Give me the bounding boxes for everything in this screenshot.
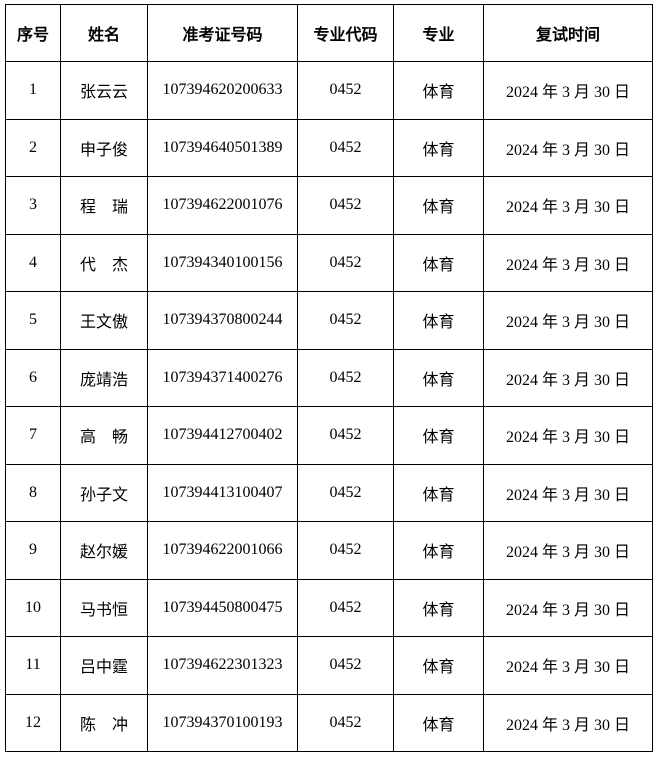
cell-col-exam-id: 107394450800475 — [147, 578, 298, 637]
cell-col-exam-id: 107394370100193 — [147, 693, 298, 752]
cell-col-major-code: 0452 — [297, 406, 394, 465]
cell-col-retest-time: 2024 年 3 月 30 日 — [483, 176, 653, 235]
cell-col-retest-time: 2024 年 3 月 30 日 — [483, 406, 653, 465]
cell-col-major: 体育 — [393, 463, 484, 522]
cell-col-name: 吕中霆 — [60, 636, 148, 695]
table-row: 12 陈 冲 107394370100193 0452 体育 2024 年 3 月 30 … — [5, 693, 653, 752]
cell-col-index: 5 — [5, 291, 61, 350]
header-col-major-code: 专业代码 — [297, 4, 394, 62]
cell-col-major: 体育 — [393, 406, 484, 465]
cell-col-index: 4 — [5, 233, 61, 292]
cell-col-exam-id: 107394412700402 — [147, 406, 298, 465]
cell-col-index: 8 — [5, 463, 61, 522]
cell-col-name: 孙子文 — [60, 463, 148, 522]
cell-col-retest-time: 2024 年 3 月 30 日 — [483, 636, 653, 695]
table-row: 11 吕中霆 107394622301323 0452 体育 2024 年 3 月 30 … — [5, 636, 653, 695]
cell-col-major: 体育 — [393, 118, 484, 177]
cell-col-exam-id: 107394413100407 — [147, 463, 298, 522]
cell-col-name: 陈 冲 — [60, 693, 148, 752]
cell-col-major-code: 0452 — [297, 118, 394, 177]
header-row: 序号 姓名 准考证号码 专业代码 专业 复试时间 — [5, 4, 653, 62]
cell-col-exam-id: 107394622001076 — [147, 176, 298, 235]
cell-col-exam-id: 107394340100156 — [147, 233, 298, 292]
cell-col-name: 程 瑞 — [60, 176, 148, 235]
cell-col-index: 3 — [5, 176, 61, 235]
cell-col-retest-time: 2024 年 3 月 30 日 — [483, 463, 653, 522]
cell-col-major-code: 0452 — [297, 233, 394, 292]
cell-col-exam-id: 107394622301323 — [147, 636, 298, 695]
cell-col-retest-time: 2024 年 3 月 30 日 — [483, 61, 653, 120]
cell-col-major-code: 0452 — [297, 61, 394, 120]
cell-col-name: 赵尔媛 — [60, 521, 148, 580]
table-row: 1 张云云 107394620200633 0452 体育 2024 年 3 月 30 日 — [5, 61, 653, 120]
header-col-major: 专业 — [393, 4, 484, 62]
cell-col-index: 6 — [5, 348, 61, 407]
cell-col-name: 高 畅 — [60, 406, 148, 465]
cell-col-retest-time: 2024 年 3 月 30 日 — [483, 693, 653, 752]
cell-col-exam-id: 107394620200633 — [147, 61, 298, 120]
cell-col-major: 体育 — [393, 176, 484, 235]
cell-col-name: 王文傲 — [60, 291, 148, 350]
cell-col-major-code: 0452 — [297, 463, 394, 522]
cell-col-retest-time: 2024 年 3 月 30 日 — [483, 233, 653, 292]
cell-col-name: 申子俊 — [60, 118, 148, 177]
cell-col-index: 12 — [5, 693, 61, 752]
cell-col-exam-id: 107394370800244 — [147, 291, 298, 350]
cell-col-major-code: 0452 — [297, 176, 394, 235]
cell-col-major: 体育 — [393, 233, 484, 292]
header-col-retest-time: 复试时间 — [483, 4, 653, 62]
cell-col-exam-id: 107394640501389 — [147, 118, 298, 177]
cell-col-exam-id: 107394371400276 — [147, 348, 298, 407]
cell-col-major: 体育 — [393, 636, 484, 695]
table-body: 1 张云云 107394620200633 0452 体育 2024 年 3 月 30 日… — [5, 61, 653, 752]
cell-col-exam-id: 107394622001066 — [147, 521, 298, 580]
cell-col-name: 代 杰 — [60, 233, 148, 292]
header-col-name: 姓名 — [60, 4, 148, 62]
cell-col-retest-time: 2024 年 3 月 30 日 — [483, 348, 653, 407]
cell-col-major: 体育 — [393, 693, 484, 752]
cell-col-retest-time: 2024 年 3 月 30 日 — [483, 118, 653, 177]
cell-col-major-code: 0452 — [297, 521, 394, 580]
cell-col-index: 1 — [5, 61, 61, 120]
table-row: 10 马书恒 107394450800475 0452 体育 2024 年 3 月 30 … — [5, 578, 653, 637]
cell-col-major-code: 0452 — [297, 636, 394, 695]
cell-col-major-code: 0452 — [297, 348, 394, 407]
cell-col-major: 体育 — [393, 578, 484, 637]
cell-col-major-code: 0452 — [297, 693, 394, 752]
cell-col-retest-time: 2024 年 3 月 30 日 — [483, 521, 653, 580]
table-row: 5 王文傲 107394370800244 0452 体育 2024 年 3 月 30 日 — [5, 291, 653, 350]
cell-col-index: 11 — [5, 636, 61, 695]
cell-col-name: 庞靖浩 — [60, 348, 148, 407]
cell-col-index: 9 — [5, 521, 61, 580]
cell-col-major: 体育 — [393, 521, 484, 580]
cell-col-major: 体育 — [393, 61, 484, 120]
cell-col-major-code: 0452 — [297, 291, 394, 350]
table-row: 8 孙子文 107394413100407 0452 体育 2024 年 3 月 30 日 — [5, 463, 653, 522]
cell-col-retest-time: 2024 年 3 月 30 日 — [483, 578, 653, 637]
header-col-exam-id: 准考证号码 — [147, 4, 298, 62]
cell-col-index: 7 — [5, 406, 61, 465]
cell-col-index: 10 — [5, 578, 61, 637]
cell-col-major-code: 0452 — [297, 578, 394, 637]
table-row: 9 赵尔媛 107394622001066 0452 体育 2024 年 3 月 30 日 — [5, 521, 653, 580]
cell-col-name: 张云云 — [60, 61, 148, 120]
cell-col-index: 2 — [5, 118, 61, 177]
cell-col-retest-time: 2024 年 3 月 30 日 — [483, 291, 653, 350]
cell-col-major: 体育 — [393, 291, 484, 350]
table-row: 2 申子俊 107394640501389 0452 体育 2024 年 3 月 30 日 — [5, 118, 653, 177]
table-row: 6 庞靖浩 107394371400276 0452 体育 2024 年 3 月 30 日 — [5, 348, 653, 407]
candidate-table: 序号 姓名 准考证号码 专业代码 专业 复试时间 1 张云云 107394620200633 0… — [5, 4, 653, 752]
cell-col-name: 马书恒 — [60, 578, 148, 637]
cell-col-major: 体育 — [393, 348, 484, 407]
header-col-index: 序号 — [5, 4, 61, 62]
